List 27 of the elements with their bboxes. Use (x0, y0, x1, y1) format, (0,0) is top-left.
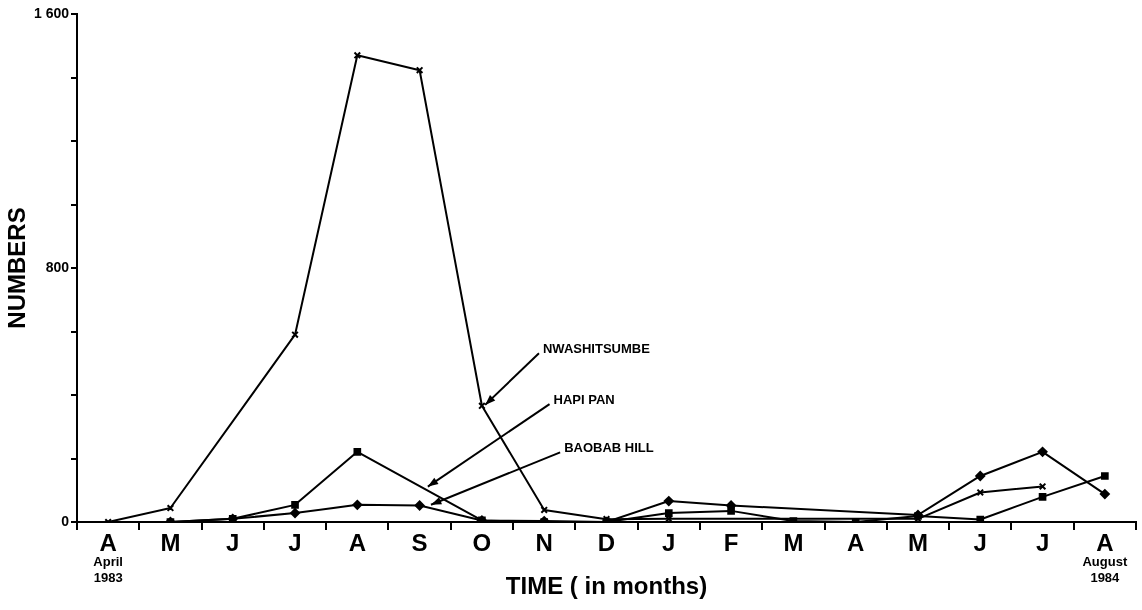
y-tick-label: 800 (45, 258, 70, 275)
x-axis-title: TIME ( in months) (505, 572, 708, 600)
x-tick-label: A (348, 529, 366, 557)
x-tick-label: J (662, 529, 676, 557)
x-tick-label: S (411, 529, 428, 557)
x-tick-label: M (783, 529, 804, 557)
text: BAOBAB HILL (564, 439, 654, 455)
y-tick-label: 0 (61, 512, 70, 529)
text: August 1984 (1082, 554, 1128, 586)
x-tick-label: A (99, 529, 117, 557)
x-tick-label: A (847, 529, 865, 557)
y-axis-title: NUMBERS (3, 207, 31, 329)
y-tick-label: 1 600 (33, 4, 70, 21)
x-tick-label: J (973, 529, 987, 557)
x-tick-label: J (1035, 529, 1050, 557)
text: April 1983 (93, 554, 123, 586)
x-tick-label: D (597, 529, 616, 557)
x-tick-label: F (723, 529, 739, 557)
x-tick-label: A (1096, 529, 1114, 557)
text: NWASHITSUMBE (542, 340, 651, 356)
x-tick-label: M (160, 529, 181, 557)
x-tick-label: O (472, 529, 492, 557)
x-tick-label: N (535, 529, 553, 557)
text: HAPI PAN (553, 391, 615, 407)
x-tick-label: J (226, 529, 240, 557)
x-tick-label: J (288, 529, 302, 557)
x-tick-label: M (907, 529, 928, 557)
